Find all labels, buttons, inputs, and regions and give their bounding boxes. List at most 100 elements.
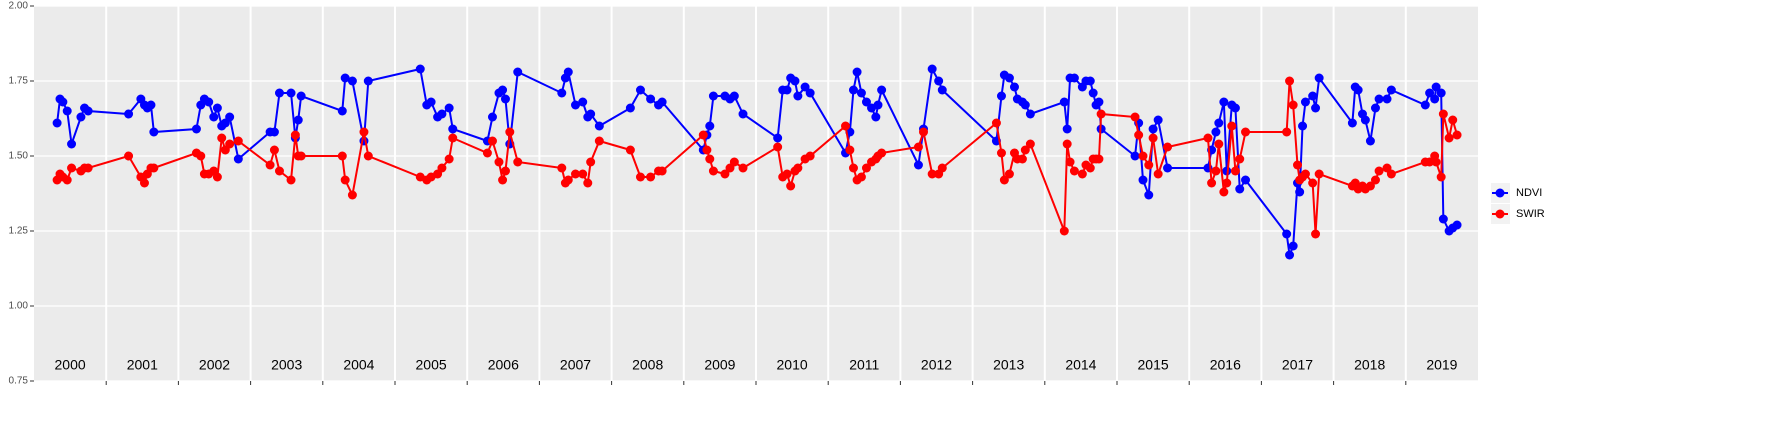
- point: [1282, 127, 1292, 137]
- point: [563, 67, 573, 77]
- point: [1065, 157, 1075, 167]
- point: [1094, 154, 1104, 164]
- point: [705, 121, 715, 131]
- point: [363, 151, 373, 161]
- point: [1025, 109, 1035, 119]
- point: [635, 85, 645, 95]
- point: [67, 163, 77, 173]
- point: [1130, 151, 1140, 161]
- point: [1386, 169, 1396, 179]
- point: [583, 178, 593, 188]
- point: [1374, 166, 1384, 176]
- point: [212, 103, 222, 113]
- point: [76, 112, 86, 122]
- point: [498, 175, 508, 185]
- point: [296, 151, 306, 161]
- point: [1285, 250, 1295, 260]
- point: [657, 166, 667, 176]
- point: [274, 88, 284, 98]
- point: [937, 163, 947, 173]
- x-tick-label: 2005: [416, 357, 447, 373]
- point: [513, 67, 523, 77]
- point: [1138, 151, 1148, 161]
- point: [594, 136, 604, 146]
- point: [274, 166, 284, 176]
- point: [286, 175, 296, 185]
- point: [578, 169, 588, 179]
- x-tick-label: 2000: [55, 357, 86, 373]
- point: [557, 163, 567, 173]
- point: [996, 148, 1006, 158]
- point: [646, 172, 656, 182]
- point: [62, 175, 72, 185]
- point: [505, 127, 515, 137]
- point: [1241, 175, 1251, 185]
- point: [996, 91, 1006, 101]
- point: [805, 151, 815, 161]
- point: [124, 109, 134, 119]
- point: [877, 85, 887, 95]
- point: [773, 133, 783, 143]
- point: [1448, 115, 1458, 125]
- point: [444, 154, 454, 164]
- x-tick-label: 2009: [704, 357, 735, 373]
- point: [513, 157, 523, 167]
- x-tick-label: 2017: [1282, 357, 1313, 373]
- point: [286, 88, 296, 98]
- point: [204, 97, 214, 107]
- point: [1452, 220, 1462, 230]
- point: [212, 172, 222, 182]
- point: [1096, 109, 1106, 119]
- point: [500, 166, 510, 176]
- point: [225, 112, 235, 122]
- point: [296, 91, 306, 101]
- point: [773, 142, 783, 152]
- point: [1148, 124, 1158, 134]
- point: [1138, 175, 1148, 185]
- point: [625, 103, 635, 113]
- point: [934, 76, 944, 86]
- point: [635, 172, 645, 182]
- y-tick-label: 1.50: [9, 151, 29, 162]
- point: [1300, 97, 1310, 107]
- x-tick-label: 2014: [1065, 357, 1096, 373]
- point: [191, 124, 201, 134]
- point: [1148, 133, 1158, 143]
- point: [913, 160, 923, 170]
- point: [363, 76, 373, 86]
- point: [1077, 169, 1087, 179]
- point: [729, 91, 739, 101]
- point: [1059, 97, 1069, 107]
- point: [149, 127, 159, 137]
- point: [1004, 73, 1014, 83]
- point: [448, 124, 458, 134]
- point: [1144, 160, 1154, 170]
- legend-point: [1495, 209, 1505, 219]
- point: [359, 127, 369, 137]
- point: [340, 175, 350, 185]
- point: [1069, 73, 1079, 83]
- point: [1300, 169, 1310, 179]
- point: [1009, 82, 1019, 92]
- point: [426, 97, 436, 107]
- point: [139, 178, 149, 188]
- y-tick-label: 1.75: [9, 76, 29, 87]
- point: [856, 88, 866, 98]
- point: [800, 82, 810, 92]
- point: [1365, 181, 1375, 191]
- point: [793, 163, 803, 173]
- point: [1094, 97, 1104, 107]
- point: [1025, 139, 1035, 149]
- x-tick-label: 2016: [1210, 357, 1241, 373]
- point: [856, 172, 866, 182]
- point: [1214, 139, 1224, 149]
- point: [347, 190, 357, 200]
- point: [1436, 88, 1446, 98]
- point: [1062, 124, 1072, 134]
- point: [738, 109, 748, 119]
- point: [337, 106, 347, 116]
- x-tick-label: 2007: [560, 357, 591, 373]
- point: [1088, 88, 1098, 98]
- point: [1130, 112, 1140, 122]
